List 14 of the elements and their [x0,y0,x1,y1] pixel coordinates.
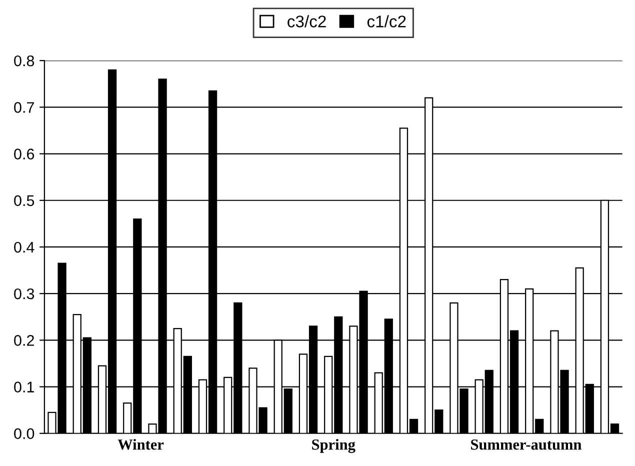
y-tick-label: 0.8 [14,55,34,66]
text: Winter [118,438,164,450]
y-tick-label: 0.0 [14,428,34,440]
y-tick-label: 0.1 [14,382,34,392]
y-tick-label: 0.7 [14,102,34,113]
y-tick-label: 0.2 [14,335,34,346]
legend-label: c3/c2 [288,15,326,28]
text: Summer-autumn [471,439,582,450]
y-tick-label: 0.6 [14,148,34,160]
y-tick-label: 0.5 [14,195,34,206]
legend-label: c1/c2 [367,15,406,28]
y-tick-label: 0.3 [14,288,34,300]
y-tick-label: 0.4 [14,242,34,253]
text: Spring [312,438,356,453]
